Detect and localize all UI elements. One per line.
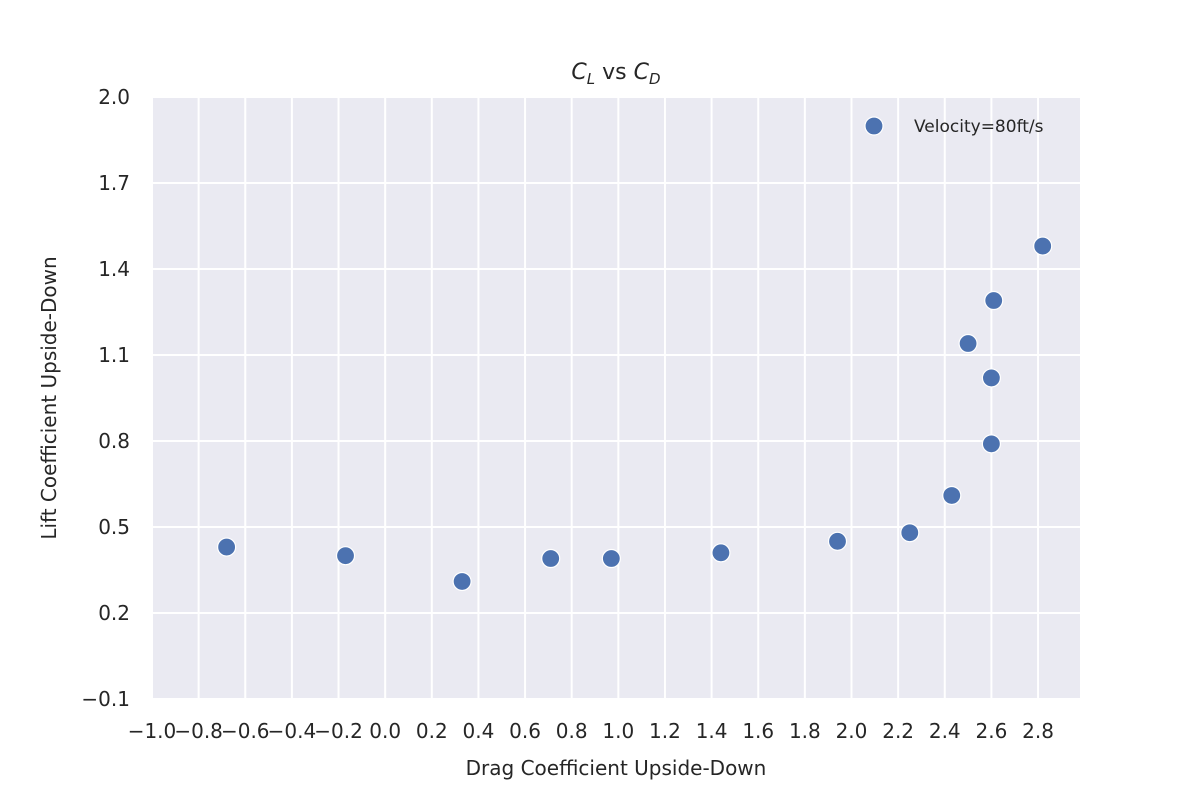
y-tick-label: −0.1 <box>81 687 130 711</box>
x-tick-label: 2.2 <box>882 719 914 743</box>
data-point <box>981 434 1001 454</box>
data-point <box>984 290 1004 311</box>
chart-title: CL vs CD <box>571 60 660 88</box>
data-point <box>1033 236 1053 256</box>
legend-label: Velocity=80ft/s <box>914 117 1044 137</box>
grid-lines <box>151 96 1080 700</box>
x-tick-label: −0.8 <box>174 719 223 743</box>
y-tick-label: 0.8 <box>98 429 130 453</box>
plot-area <box>152 97 1080 699</box>
data-point <box>711 543 731 563</box>
y-tick-label: 1.7 <box>98 171 130 195</box>
x-tick-label: 2.8 <box>1022 719 1054 743</box>
x-tick-label: 2.4 <box>929 719 961 743</box>
x-tick-label: 0.4 <box>463 719 495 743</box>
x-tick-label: 1.0 <box>602 719 634 743</box>
data-point <box>601 548 621 569</box>
x-tick-label: 1.8 <box>789 719 821 743</box>
data-point <box>541 548 561 569</box>
x-tick-label: −0.6 <box>221 719 270 743</box>
data-point <box>452 571 472 592</box>
x-tick-label: −0.2 <box>314 719 363 743</box>
title-vs: vs <box>595 60 633 85</box>
x-tick-label: −1.0 <box>128 719 177 743</box>
title-c-lift: C <box>571 60 587 85</box>
x-tick-label: −0.4 <box>268 719 317 743</box>
x-tick-label: 0.0 <box>369 719 401 743</box>
x-tick-label: 1.4 <box>696 719 728 743</box>
x-tick-label: 0.2 <box>416 719 448 743</box>
y-tick-label: 2.0 <box>98 85 130 109</box>
x-tick-label: 1.2 <box>649 719 681 743</box>
y-tick-labels: −0.1 0.2 0.5 0.8 1.1 1.4 1.7 2.0 <box>81 85 130 711</box>
data-point <box>981 368 1001 388</box>
data-point <box>217 537 237 557</box>
data-point <box>942 485 962 506</box>
data-point <box>958 333 978 354</box>
legend-marker <box>864 116 884 136</box>
y-tick-label: 0.5 <box>98 515 130 539</box>
title-sub-d: D <box>649 70 661 88</box>
data-point <box>900 523 920 543</box>
x-tick-label: 0.6 <box>509 719 541 743</box>
y-axis-label: Lift Coefficient Upside-Down <box>37 256 61 539</box>
y-tick-label: 1.1 <box>98 343 130 367</box>
x-tick-label: 2.6 <box>975 719 1007 743</box>
x-tick-label: 1.6 <box>742 719 774 743</box>
data-point <box>335 546 356 566</box>
x-tick-label: 2.0 <box>836 719 868 743</box>
legend: Velocity=80ft/s <box>864 116 1044 137</box>
data-points <box>217 236 1053 592</box>
y-tick-label: 0.2 <box>98 601 130 625</box>
title-sub-l: L <box>587 70 595 88</box>
data-point <box>827 531 848 551</box>
title-c-drag: C <box>634 60 650 85</box>
y-tick-label: 1.4 <box>98 257 130 281</box>
x-tick-label: 0.8 <box>556 719 588 743</box>
x-axis-label: Drag Coefficient Upside-Down <box>466 756 767 780</box>
x-tick-labels: −1.0−0.8−0.6−0.4−0.2 0.0 0.2 0.4 0.6 0.8 1.0 1.… <box>128 719 1054 743</box>
